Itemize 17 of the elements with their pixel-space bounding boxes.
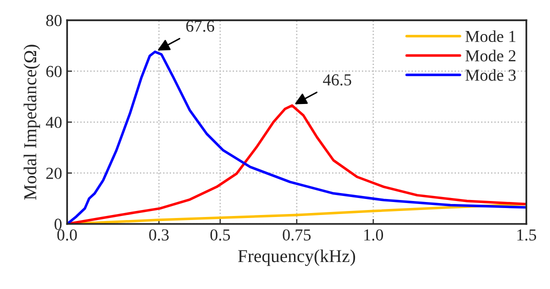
x-tick-label: 0.75	[282, 229, 311, 241]
legend-label: Mode 1	[465, 30, 516, 42]
x-tick-label: 1.0	[364, 229, 384, 241]
x-tick-label: 0.0	[57, 229, 77, 241]
x-axis-title: Frequency(kHz)	[238, 250, 356, 266]
legend-label: Mode 2	[465, 50, 516, 62]
annotation: 46.5	[323, 74, 352, 86]
x-tick-label: 0.5	[210, 229, 230, 241]
y-axis-title: Modal Impedance(Ω)	[24, 44, 40, 200]
y-tick-label: 0	[54, 218, 62, 230]
y-tick-label: 80	[46, 14, 62, 26]
y-tick-label: 60	[46, 66, 62, 78]
y-tick-label: 20	[46, 168, 62, 179]
y-tick-label: 40	[46, 116, 62, 128]
legend-label: Mode 3	[465, 69, 516, 81]
x-tick-label: 1.5	[517, 229, 536, 241]
x-tick-label: 0.3	[149, 229, 169, 241]
